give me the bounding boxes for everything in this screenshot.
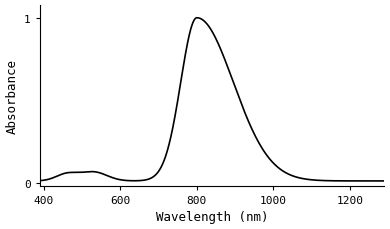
Y-axis label: Absorbance: Absorbance [5,58,19,133]
X-axis label: Wavelength (nm): Wavelength (nm) [156,210,268,224]
